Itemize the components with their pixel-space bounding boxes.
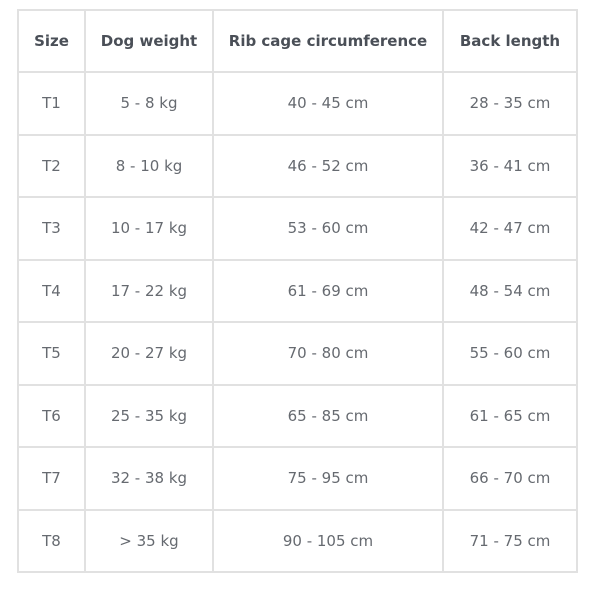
- table-header-row: Size Dog weight Rib cage circumference B…: [17, 9, 578, 73]
- header-size: Size: [17, 9, 86, 73]
- cell-back-length: 55 - 60 cm: [442, 321, 578, 386]
- table-row: T6 25 - 35 kg 65 - 85 cm 61 - 65 cm: [17, 383, 578, 448]
- cell-dog-weight: 5 - 8 kg: [84, 71, 214, 136]
- cell-rib-cage: 46 - 52 cm: [212, 133, 444, 198]
- size-chart-table: Size Dog weight Rib cage circumference B…: [17, 9, 578, 573]
- cell-size: T1: [17, 71, 86, 136]
- cell-back-length: 28 - 35 cm: [442, 71, 578, 136]
- cell-dog-weight: 17 - 22 kg: [84, 258, 214, 323]
- cell-size: T8: [17, 508, 86, 573]
- cell-back-length: 71 - 75 cm: [442, 508, 578, 573]
- cell-size: T7: [17, 446, 86, 511]
- cell-back-length: 61 - 65 cm: [442, 383, 578, 448]
- table-row: T7 32 - 38 kg 75 - 95 cm 66 - 70 cm: [17, 446, 578, 511]
- cell-back-length: 42 - 47 cm: [442, 196, 578, 261]
- table-row: T1 5 - 8 kg 40 - 45 cm 28 - 35 cm: [17, 71, 578, 136]
- cell-rib-cage: 40 - 45 cm: [212, 71, 444, 136]
- cell-size: T5: [17, 321, 86, 386]
- table-row: T5 20 - 27 kg 70 - 80 cm 55 - 60 cm: [17, 321, 578, 386]
- header-back-length: Back length: [442, 9, 578, 73]
- cell-back-length: 66 - 70 cm: [442, 446, 578, 511]
- cell-size: T4: [17, 258, 86, 323]
- table-row: T2 8 - 10 kg 46 - 52 cm 36 - 41 cm: [17, 133, 578, 198]
- cell-back-length: 48 - 54 cm: [442, 258, 578, 323]
- cell-dog-weight: 10 - 17 kg: [84, 196, 214, 261]
- table-row: T4 17 - 22 kg 61 - 69 cm 48 - 54 cm: [17, 258, 578, 323]
- cell-dog-weight: 8 - 10 kg: [84, 133, 214, 198]
- cell-dog-weight: 32 - 38 kg: [84, 446, 214, 511]
- cell-size: T3: [17, 196, 86, 261]
- cell-rib-cage: 53 - 60 cm: [212, 196, 444, 261]
- cell-size: T6: [17, 383, 86, 448]
- cell-size: T2: [17, 133, 86, 198]
- cell-dog-weight: 25 - 35 kg: [84, 383, 214, 448]
- cell-back-length: 36 - 41 cm: [442, 133, 578, 198]
- cell-rib-cage: 61 - 69 cm: [212, 258, 444, 323]
- cell-rib-cage: 75 - 95 cm: [212, 446, 444, 511]
- table-row: T8 > 35 kg 90 - 105 cm 71 - 75 cm: [17, 508, 578, 573]
- cell-rib-cage: 65 - 85 cm: [212, 383, 444, 448]
- table-row: T3 10 - 17 kg 53 - 60 cm 42 - 47 cm: [17, 196, 578, 261]
- cell-dog-weight: 20 - 27 kg: [84, 321, 214, 386]
- header-rib-cage: Rib cage circumference: [212, 9, 444, 73]
- cell-rib-cage: 90 - 105 cm: [212, 508, 444, 573]
- header-dog-weight: Dog weight: [84, 9, 214, 73]
- cell-dog-weight: > 35 kg: [84, 508, 214, 573]
- cell-rib-cage: 70 - 80 cm: [212, 321, 444, 386]
